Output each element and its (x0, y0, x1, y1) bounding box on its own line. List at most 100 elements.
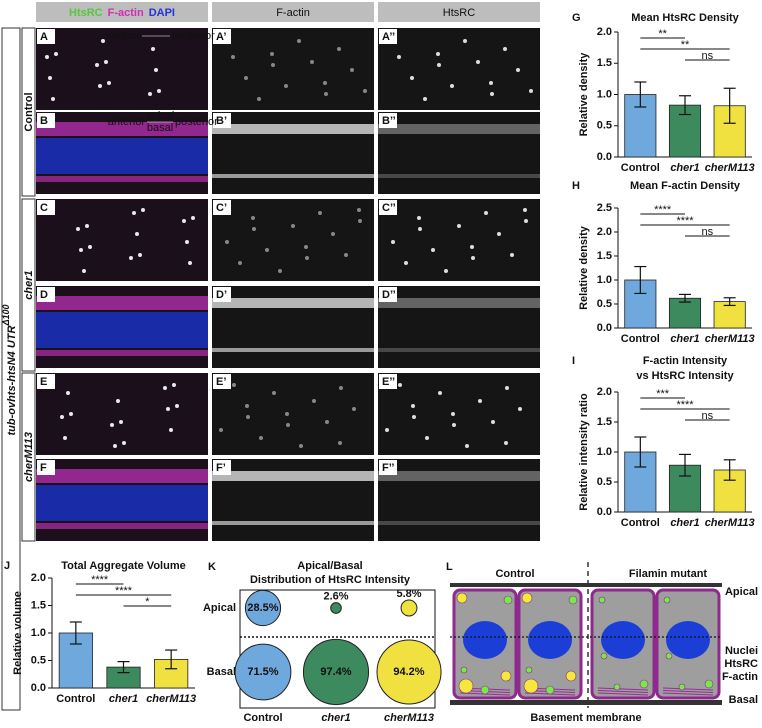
actin-band (36, 523, 208, 529)
row-group-label: cher1 (23, 270, 35, 299)
speck (116, 399, 120, 403)
speck (444, 269, 448, 273)
side-label-main: tub-ovhts-htsN4 UTR (6, 325, 18, 435)
panel-letter: G (572, 12, 581, 24)
y-tick-label: 0.5 (597, 476, 612, 488)
y-tick-label: 0.5 (31, 654, 46, 666)
aggregate (458, 678, 474, 694)
signal-band (212, 298, 374, 308)
micrograph (212, 28, 374, 110)
header: F-actin (276, 7, 310, 19)
panel-letter: I (572, 355, 575, 367)
y-axis-label: Relative density (578, 52, 590, 137)
orientation-label: posterior (172, 30, 215, 42)
speck (232, 383, 236, 387)
speck (225, 240, 229, 244)
aggregate (663, 596, 671, 604)
speck (135, 232, 139, 236)
y-tick-label: 1.5 (597, 57, 612, 69)
speck (169, 428, 173, 432)
speck (271, 63, 275, 67)
aggregate (545, 685, 555, 695)
diagram-header: Filamin mutant (629, 568, 708, 580)
speck (85, 224, 89, 228)
y-tick-label: 0.0 (597, 506, 612, 518)
speck (166, 407, 170, 411)
signal-band (212, 521, 374, 525)
panel-label-box (37, 460, 55, 475)
signal-band (378, 298, 540, 308)
header: HtsRC F-actin DAPI (69, 7, 175, 19)
speck (529, 89, 533, 93)
y-tick-label: 2.0 (31, 572, 46, 584)
speck (119, 420, 123, 424)
speck (410, 76, 414, 80)
speck (299, 444, 303, 448)
speck (51, 97, 55, 101)
speck (278, 269, 282, 273)
speck (305, 256, 309, 260)
signal-band (378, 521, 540, 525)
speck (436, 52, 440, 56)
speck (141, 208, 145, 212)
aggregate (523, 678, 539, 694)
speck (431, 248, 435, 252)
speck (54, 52, 58, 56)
actin-fiber (597, 692, 649, 696)
aggregate (598, 596, 606, 604)
significance-label: ns (702, 410, 714, 422)
speck (259, 436, 263, 440)
panel-label-box (213, 460, 231, 475)
speck (490, 92, 494, 96)
panel-label: F’’ (382, 462, 394, 474)
panel-letter: K (208, 561, 216, 573)
speck (337, 47, 341, 51)
panel-label-box (379, 460, 397, 475)
speck (312, 399, 316, 403)
speck (284, 84, 288, 88)
speck (352, 407, 356, 411)
y-tick-label: 2.0 (597, 226, 612, 238)
header-part: F-actin (108, 7, 144, 19)
error-bar (117, 660, 130, 674)
speck (344, 253, 348, 257)
error-bar (634, 265, 647, 295)
header-part: HtsRC (69, 7, 103, 19)
panel-label: D’’ (382, 289, 396, 301)
speck (151, 47, 155, 51)
speck (412, 415, 416, 419)
bar (668, 297, 702, 329)
side-label: Apical (725, 586, 758, 598)
legend-label: F-actin (722, 671, 758, 683)
speck (304, 245, 308, 249)
signal-band (378, 471, 540, 481)
speck (257, 97, 261, 101)
speck (476, 60, 480, 64)
speck (324, 92, 328, 96)
value-label: 2.6% (323, 591, 348, 603)
panel-letter: J (4, 560, 10, 572)
speck (172, 383, 176, 387)
panel-label: B’ (216, 115, 227, 127)
speck (138, 253, 142, 257)
speck (98, 84, 102, 88)
speck (88, 245, 92, 249)
header-box (36, 2, 208, 22)
legend-label: Nuclei (725, 645, 758, 657)
significance-label: * (145, 596, 150, 608)
speck (452, 423, 456, 427)
speck (69, 412, 73, 416)
x-tick-label: cherM113 (705, 333, 755, 345)
chart-title: F-actin Intensity (643, 355, 728, 367)
panel-label-box (37, 374, 55, 389)
speck (489, 81, 493, 85)
speck (310, 60, 314, 64)
panel-label: B’’ (382, 115, 396, 127)
aggregate (460, 666, 468, 674)
chart-title: Apical/Basal (297, 560, 362, 572)
y-axis-label: Relative density (578, 225, 590, 310)
x-tick-label: Control (621, 517, 660, 529)
bubble (400, 599, 418, 617)
y-tick-label: 0.0 (597, 322, 612, 334)
actin-fiber (662, 687, 714, 691)
